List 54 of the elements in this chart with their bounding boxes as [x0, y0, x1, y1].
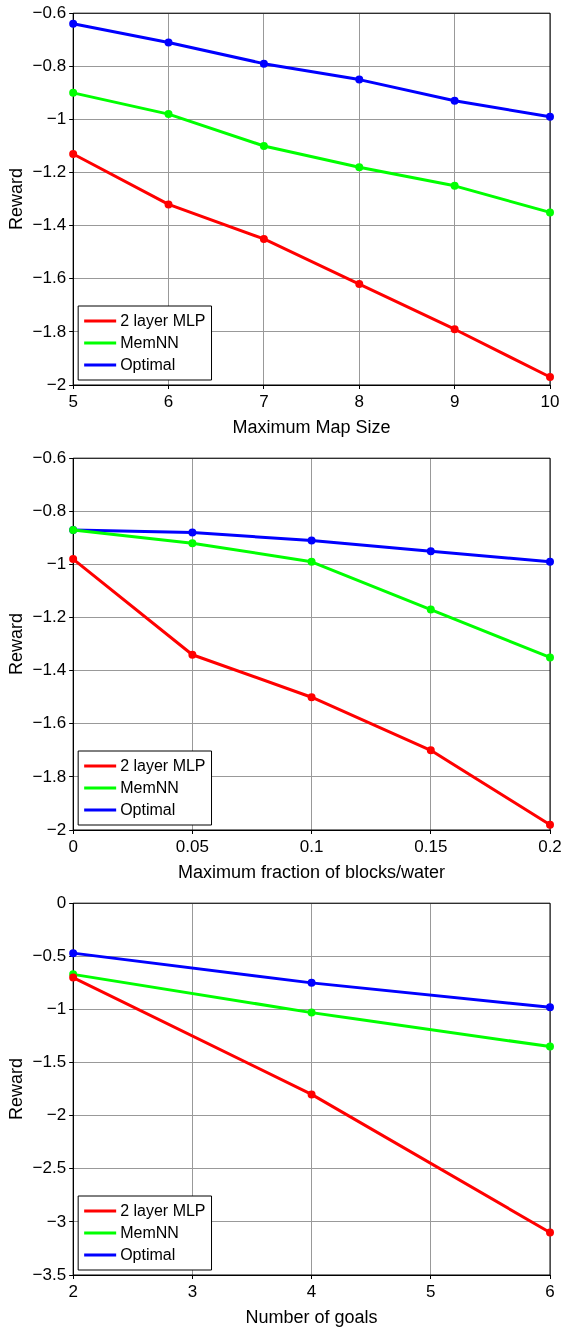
x-axis-title: Maximum fraction of blocks/water [178, 862, 446, 883]
legend-label: Optimal [120, 1246, 176, 1264]
y-axis-title: Reward [5, 613, 26, 676]
x-tick-label: 5 [68, 391, 78, 411]
y-tick-label: −0.8 [32, 501, 67, 520]
y-tick-label: −1.2 [32, 607, 67, 627]
x-tick-label: 8 [354, 391, 364, 411]
x-tick-label: 5 [426, 1281, 436, 1301]
y-tick-label: −2 [46, 819, 67, 839]
x-tick-label: 6 [545, 1281, 555, 1301]
y-tick-label: −1.5 [32, 1052, 67, 1072]
y-tick-label: −0.8 [32, 56, 67, 75]
y-tick-label: −1.8 [32, 321, 67, 341]
x-axis-title: Maximum Map Size [232, 417, 391, 438]
y-tick-label: −1.8 [32, 766, 67, 786]
y-tick-label: −2 [46, 374, 67, 394]
legend-label: MemNN [120, 1224, 179, 1242]
x-tick-label: 9 [449, 391, 460, 411]
y-tick-label: −1 [46, 109, 67, 129]
x-tick-label: 4 [306, 1281, 317, 1301]
y-tick-label: −0.5 [32, 946, 67, 965]
x-tick-label: 6 [163, 391, 174, 411]
x-tick-label: 3 [187, 1281, 198, 1301]
y-tick-label: −1.6 [32, 713, 67, 733]
x-tick-label: 0.2 [538, 836, 562, 856]
x-tick-label: 0.05 [175, 836, 209, 856]
y-axis-title: Reward [5, 168, 26, 231]
legend-label: MemNN [120, 779, 179, 797]
y-tick-label: −1 [46, 554, 67, 574]
y-tick-label: −1.4 [32, 215, 67, 235]
y-tick-label: −1.6 [32, 268, 67, 288]
y-tick-label: −0.6 [32, 2, 67, 22]
y-axis-title: Reward [5, 1058, 26, 1121]
y-tick-label: −1.4 [32, 660, 67, 680]
legend-label: MemNN [120, 334, 179, 352]
x-tick-label: 0.15 [414, 836, 448, 856]
legend-label: Optimal [120, 356, 176, 374]
y-tick-label: −0.6 [32, 447, 67, 467]
legend-label: Optimal [120, 801, 176, 819]
legend-label: 2 layer MLP [120, 757, 206, 775]
y-tick-label: −3.5 [32, 1264, 67, 1284]
legend-label: 2 layer MLP [120, 1202, 206, 1220]
x-tick-label: 2 [68, 1281, 78, 1301]
y-tick-label: −2 [46, 1105, 67, 1125]
x-axis-title: Number of goals [245, 1307, 378, 1328]
x-tick-label: 7 [259, 391, 269, 411]
y-tick-label: −2.5 [32, 1158, 67, 1178]
y-tick-label: 0 [56, 892, 67, 912]
y-tick-label: −1 [46, 999, 67, 1019]
y-tick-label: −3 [46, 1211, 67, 1231]
y-tick-label: −1.2 [32, 162, 67, 182]
x-tick-label: 0.1 [299, 836, 324, 856]
legend-label: 2 layer MLP [120, 312, 206, 330]
x-tick-label: 10 [540, 391, 560, 411]
